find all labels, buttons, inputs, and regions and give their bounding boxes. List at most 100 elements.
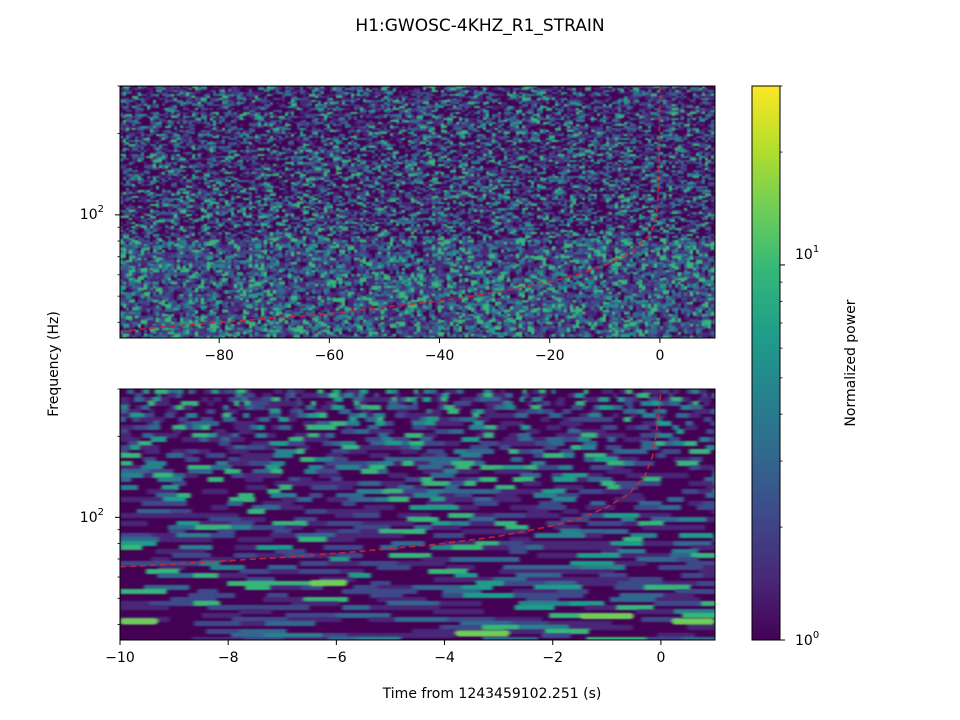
power-cell (480, 98, 483, 100)
power-cell (159, 162, 162, 164)
power-cell (327, 168, 330, 170)
power-cell (219, 160, 222, 162)
power-cell (633, 126, 639, 128)
power-cell (600, 144, 603, 146)
power-cell (594, 98, 597, 100)
power-cell (270, 116, 273, 118)
power-cell (648, 102, 651, 104)
power-cell (222, 112, 225, 114)
power-cell (525, 172, 528, 174)
power-cell (285, 174, 288, 176)
power-cell (573, 88, 576, 90)
power-cell (708, 92, 714, 94)
power-cell (240, 150, 243, 152)
power-cell (237, 180, 243, 182)
power-cell (657, 90, 660, 92)
power-cell (678, 144, 684, 146)
power-cell (573, 114, 579, 116)
power-cell (669, 176, 672, 178)
power-cell (123, 122, 126, 124)
power-cell (387, 94, 390, 96)
power-cell (426, 152, 432, 154)
power-cell (267, 176, 270, 178)
power-cell (120, 168, 126, 170)
power-cell (465, 114, 468, 116)
power-cell (363, 108, 366, 110)
power-cell (531, 144, 537, 146)
power-cell (336, 90, 342, 92)
power-cell (654, 174, 657, 176)
power-cell (234, 144, 240, 146)
power-cell (570, 146, 573, 148)
power-cell (267, 132, 270, 134)
power-cell (408, 128, 414, 130)
power-cell (282, 96, 285, 98)
power-cell (591, 156, 594, 158)
power-cell (363, 92, 369, 94)
power-cell (579, 128, 585, 130)
power-cell (612, 102, 615, 104)
power-cell (651, 94, 654, 96)
power-cell (699, 124, 705, 126)
power-cell (267, 148, 270, 150)
power-cell (483, 124, 486, 126)
power-cell (711, 170, 715, 172)
power-cell (141, 126, 147, 128)
power-cell (474, 122, 480, 124)
power-cell (678, 96, 681, 98)
power-cell (435, 104, 438, 106)
power-cell (309, 178, 315, 180)
power-cell (675, 98, 678, 100)
power-cell (180, 178, 183, 180)
power-cell (198, 154, 201, 156)
power-cell (609, 96, 612, 98)
power-cell (306, 126, 309, 128)
power-cell (612, 166, 615, 168)
power-cell (381, 152, 384, 154)
power-cell (129, 144, 135, 146)
power-cell (531, 122, 537, 124)
power-cell (639, 108, 645, 110)
power-cell (486, 112, 489, 114)
power-cell (123, 150, 126, 152)
power-cell (507, 112, 513, 114)
power-cell (513, 116, 516, 118)
power-cell (492, 106, 498, 108)
power-cell (165, 122, 168, 124)
power-cell (690, 162, 696, 164)
power-cell (516, 160, 519, 162)
power-cell (642, 154, 648, 156)
power-cell (195, 138, 201, 140)
power-cell (291, 114, 294, 116)
power-cell (453, 126, 459, 128)
power-cell (516, 122, 519, 124)
power-cell (639, 104, 645, 106)
power-cell (504, 170, 507, 172)
power-cell (672, 142, 675, 144)
power-cell (633, 158, 636, 160)
power-cell (369, 126, 372, 128)
power-cell (477, 152, 483, 154)
power-cell (606, 152, 609, 154)
power-cell (387, 168, 390, 170)
power-cell (411, 90, 414, 92)
power-cell (366, 140, 372, 142)
power-cell (186, 166, 189, 168)
power-cell (156, 140, 162, 142)
power-cell (204, 158, 207, 160)
power-cell (552, 174, 555, 176)
power-cell (708, 160, 711, 162)
power-cell (258, 120, 264, 122)
power-cell (528, 158, 531, 160)
power-cell (522, 150, 525, 152)
power-cell (252, 160, 255, 162)
power-cell (390, 124, 393, 126)
power-cell (222, 172, 225, 174)
power-cell (318, 136, 321, 138)
power-cell (648, 174, 654, 176)
power-cell (624, 146, 630, 148)
power-cell (483, 180, 486, 182)
power-cell (441, 126, 447, 128)
power-cell (297, 136, 300, 138)
power-cell (690, 130, 696, 132)
